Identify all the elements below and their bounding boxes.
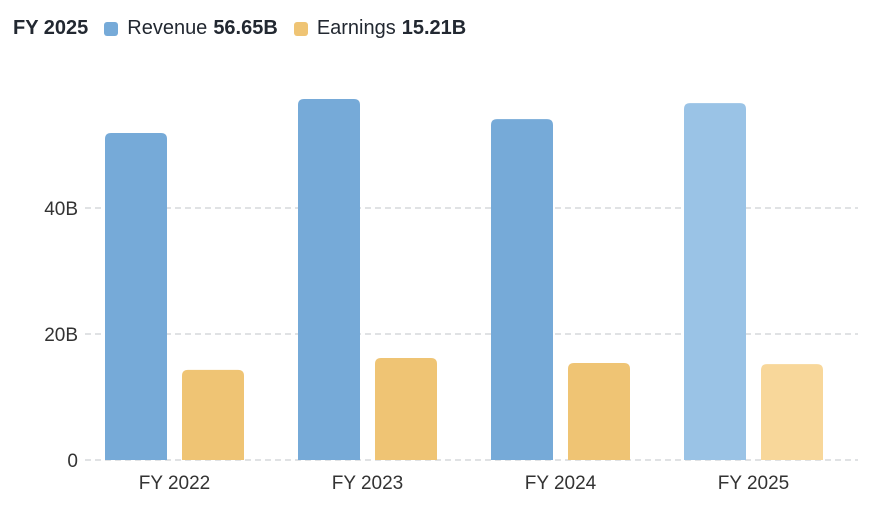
legend-revenue-value: 56.65B — [213, 17, 278, 39]
earnings-bar — [375, 357, 437, 460]
revenue-bar — [491, 119, 553, 461]
chart-legend: FY 2025 Revenue 56.65B Earnings 15.21B — [13, 17, 482, 40]
revenue-swatch — [104, 21, 119, 36]
earnings-bar — [761, 364, 823, 460]
x-tick-label: FY 2022 — [139, 473, 210, 494]
x-tick-label: FY 2025 — [718, 473, 789, 494]
y-tick-label: 40B — [44, 199, 78, 220]
earnings-swatch — [293, 21, 308, 36]
legend-earnings-label: Earnings — [316, 17, 396, 39]
earnings-bar — [568, 362, 630, 460]
legend-earnings-value: 15.21B — [401, 17, 467, 39]
y-tick-label: 20B — [44, 325, 78, 346]
legend-period: FY 2025 — [13, 17, 89, 39]
x-tick-label: FY 2023 — [332, 473, 403, 494]
revenue-bar — [298, 99, 360, 460]
y-tick-label: 0 — [67, 451, 78, 472]
earnings-bar — [182, 369, 244, 460]
x-tick-label: FY 2024 — [525, 473, 597, 494]
revenue-bar — [684, 103, 746, 460]
legend-revenue-label: Revenue — [127, 17, 208, 39]
revenue-bar — [105, 133, 167, 460]
